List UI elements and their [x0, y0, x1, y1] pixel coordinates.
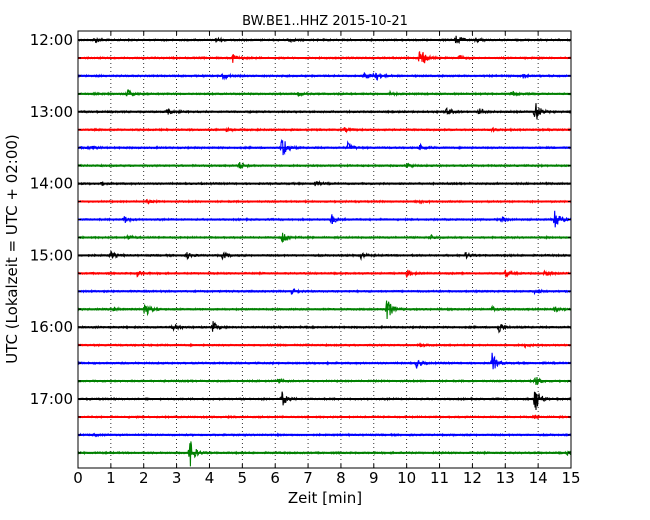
plot-frame — [77, 30, 572, 469]
trace-1745 — [77, 441, 572, 467]
x-tick-label-5: 5 — [238, 469, 248, 487]
x-tick-label-10: 10 — [397, 469, 416, 487]
x-tick-labels: 0 1 2 3 4 5 6 7 8 9 10 11 12 13 14 15 — [73, 469, 580, 487]
x-tick-label-0: 0 — [73, 469, 83, 487]
trace-1630 — [77, 352, 572, 370]
seismic-traces — [77, 35, 572, 467]
y-tick-labels: 12:00 13:00 14:00 15:00 16:00 17:00 — [30, 31, 73, 408]
y-tick-label-3: 15:00 — [30, 246, 73, 264]
y-tick-label-4: 16:00 — [30, 318, 73, 336]
chart-title: BW.BE1..HHZ 2015-10-21 — [242, 14, 408, 29]
y-tick-label-1: 13:00 — [30, 103, 73, 121]
x-tick-label-7: 7 — [303, 469, 313, 487]
x-tick-label-14: 14 — [529, 469, 548, 487]
x-tick-label-12: 12 — [463, 469, 482, 487]
x-tick-label-3: 3 — [172, 469, 182, 487]
trace-1700 — [77, 391, 572, 411]
x-axis-label: Zeit [min] — [288, 489, 362, 507]
y-tick-label-5: 17:00 — [30, 390, 73, 408]
axis-ticks — [77, 31, 572, 468]
x-tick-label-2: 2 — [139, 469, 149, 487]
y-axis-label: UTC (Lokalzeit = UTC + 02:00) — [3, 134, 21, 364]
y-tick-label-2: 14:00 — [30, 175, 73, 193]
x-tick-label-15: 15 — [561, 469, 580, 487]
y-tick-label-0: 12:00 — [30, 31, 73, 49]
x-tick-label-4: 4 — [205, 469, 215, 487]
x-tick-label-9: 9 — [369, 469, 379, 487]
x-tick-label-11: 11 — [430, 469, 449, 487]
grid-lines — [110, 31, 539, 468]
x-tick-label-8: 8 — [336, 469, 346, 487]
x-tick-label-1: 1 — [106, 469, 116, 487]
x-tick-label-13: 13 — [496, 469, 515, 487]
x-tick-label-6: 6 — [270, 469, 280, 487]
